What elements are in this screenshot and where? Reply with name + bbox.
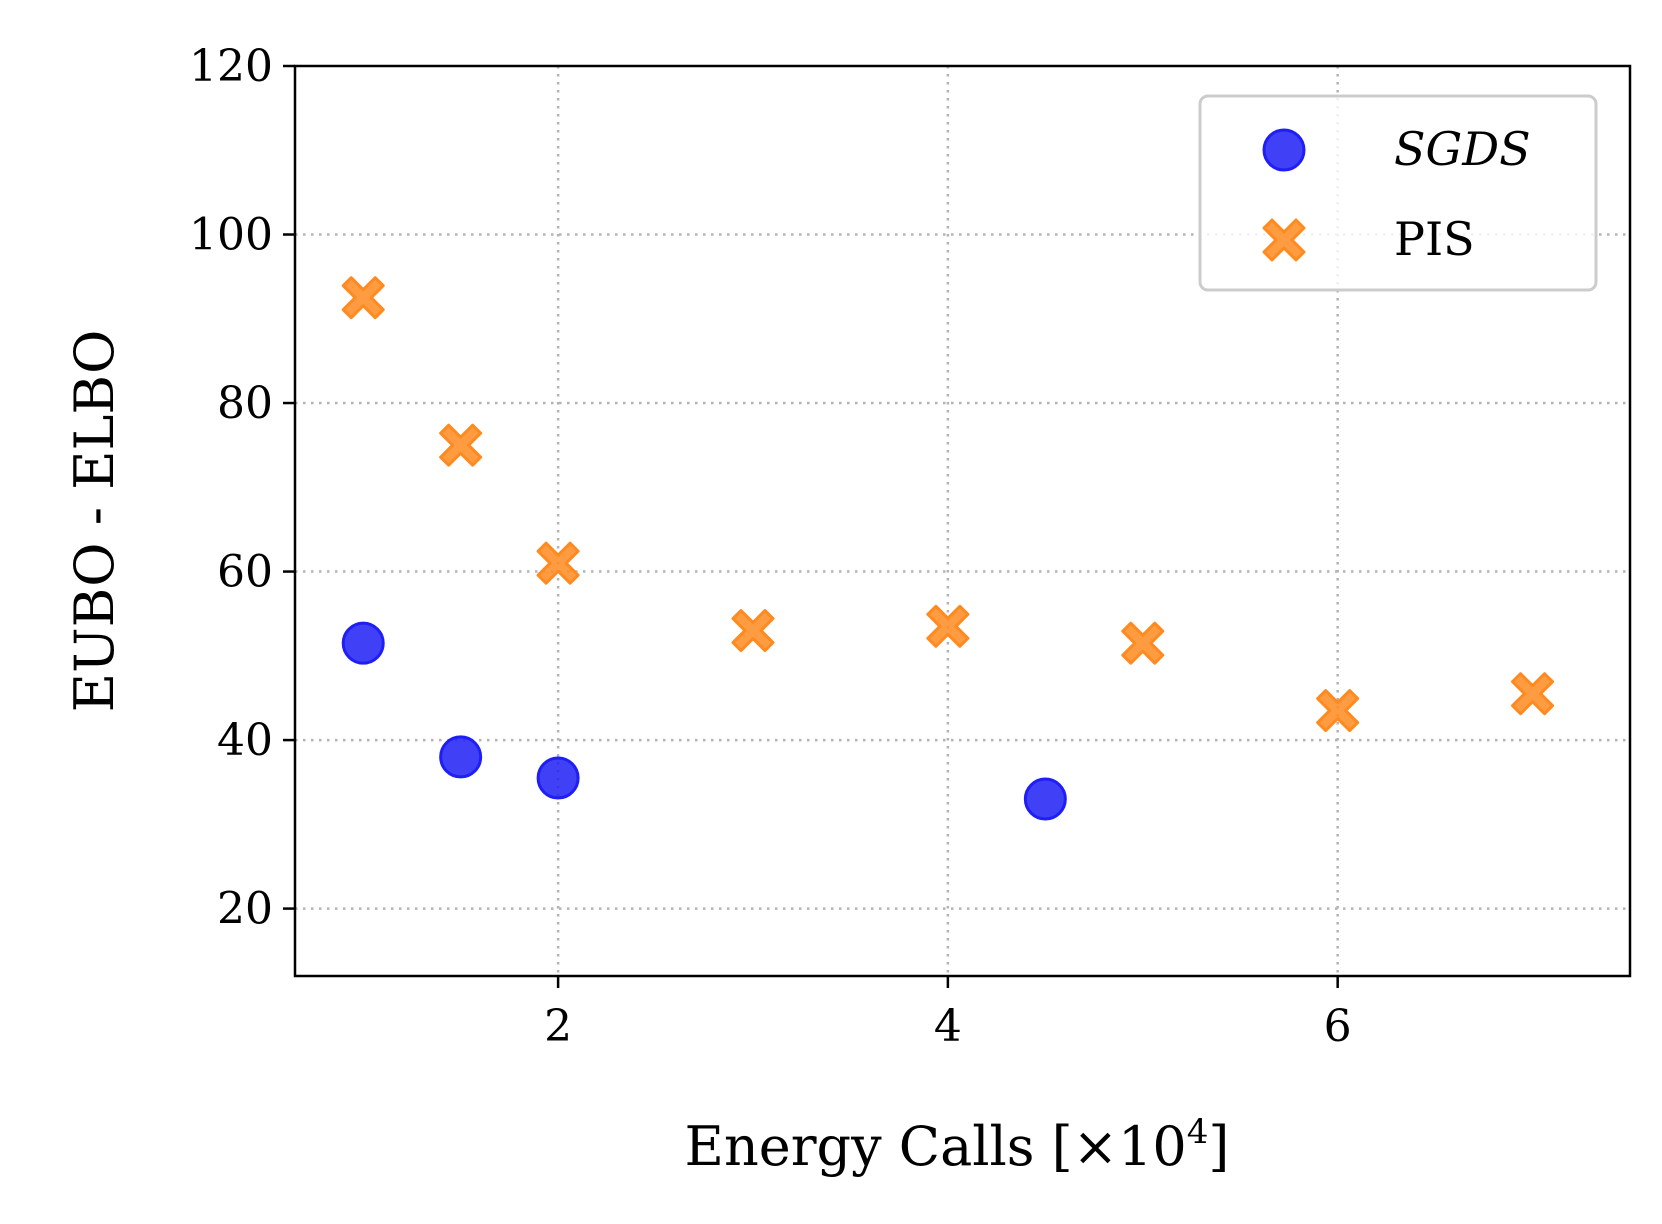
- y-tick-label: 40: [217, 715, 273, 766]
- sgds-point: [1023, 777, 1067, 821]
- legend-label-pis: PIS: [1394, 212, 1475, 266]
- legend-marker-sgds: [1262, 128, 1306, 172]
- pis-point: [1121, 621, 1165, 665]
- plot-area-frame: [293, 64, 1632, 978]
- x-axis-label-exponent: 4: [1187, 1112, 1209, 1152]
- y-tick-label: 80: [217, 378, 273, 429]
- y-tick-label: 60: [217, 547, 273, 598]
- y-tick-label: 20: [217, 884, 273, 935]
- axis-ticks: 2 4 6 20 40 60 80 100 120: [189, 41, 1352, 1052]
- pis-point: [536, 541, 580, 585]
- pis-point: [731, 609, 775, 653]
- pis-point: [1511, 672, 1555, 716]
- x-tick-label: 6: [1324, 1001, 1352, 1052]
- x-tick-label: 2: [544, 1001, 572, 1052]
- pis-point: [439, 423, 483, 467]
- y-tick-label: 100: [189, 210, 273, 261]
- pis-point: [341, 276, 385, 320]
- y-axis-label: EUBO - ELBO: [63, 330, 126, 713]
- sgds-point: [439, 735, 483, 779]
- legend-label-sgds: SGDS: [1394, 122, 1531, 176]
- x-axis-label-suffix: ]: [1208, 1115, 1229, 1178]
- y-tick-label: 120: [189, 41, 273, 92]
- legend-marker-pis: [1262, 218, 1306, 262]
- pis-point: [1316, 689, 1360, 733]
- legend: SGDS PIS: [1198, 94, 1598, 292]
- data-points: [341, 276, 1555, 821]
- x-tick-label: 4: [934, 1001, 962, 1052]
- sgds-point: [536, 756, 580, 800]
- x-axis-label-main: Energy Calls [×10: [685, 1115, 1187, 1178]
- pis-point: [926, 604, 970, 648]
- x-axis-label: Energy Calls [×104]: [685, 1112, 1230, 1178]
- sgds-point: [341, 621, 385, 665]
